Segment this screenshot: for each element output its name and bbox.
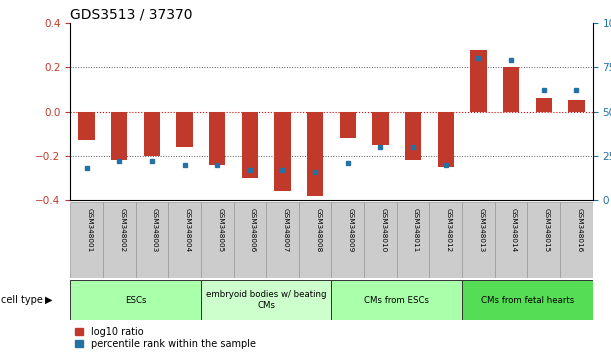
Text: ▶: ▶ — [45, 295, 52, 305]
Text: GSM348011: GSM348011 — [413, 208, 419, 252]
Text: GSM348001: GSM348001 — [87, 208, 93, 252]
Bar — [70, 280, 201, 320]
Bar — [535, 98, 552, 112]
Bar — [209, 112, 225, 165]
Bar — [470, 50, 486, 112]
Bar — [266, 202, 299, 278]
Text: GSM348009: GSM348009 — [348, 208, 354, 252]
Bar — [397, 202, 430, 278]
Bar — [78, 112, 95, 140]
Bar — [233, 202, 266, 278]
Text: cell type: cell type — [1, 295, 43, 305]
Text: GSM348004: GSM348004 — [185, 208, 191, 252]
Text: GSM348005: GSM348005 — [217, 208, 223, 252]
Bar — [527, 202, 560, 278]
Bar — [372, 112, 389, 145]
Bar — [430, 202, 462, 278]
Bar — [201, 280, 331, 320]
Text: GSM348010: GSM348010 — [381, 208, 386, 252]
Text: GSM348008: GSM348008 — [315, 208, 321, 252]
Bar — [462, 202, 495, 278]
Bar — [437, 112, 454, 167]
Bar — [201, 202, 233, 278]
Bar — [136, 202, 168, 278]
Text: GSM348015: GSM348015 — [544, 208, 550, 252]
Text: GSM348006: GSM348006 — [250, 208, 256, 252]
Bar — [274, 112, 291, 191]
Bar — [405, 112, 421, 160]
Bar — [144, 112, 160, 156]
Bar — [70, 202, 103, 278]
Text: GSM348012: GSM348012 — [446, 208, 452, 252]
Bar — [503, 67, 519, 112]
Bar — [340, 112, 356, 138]
Text: GSM348014: GSM348014 — [511, 208, 517, 252]
Bar — [177, 112, 192, 147]
Bar — [168, 202, 201, 278]
Legend: log10 ratio, percentile rank within the sample: log10 ratio, percentile rank within the … — [75, 327, 255, 349]
Bar — [103, 202, 136, 278]
Text: CMs from ESCs: CMs from ESCs — [364, 296, 430, 304]
Bar — [560, 202, 593, 278]
Text: ESCs: ESCs — [125, 296, 146, 304]
Text: GSM348007: GSM348007 — [282, 208, 288, 252]
Text: embryoid bodies w/ beating
CMs: embryoid bodies w/ beating CMs — [206, 290, 326, 310]
Text: GSM348016: GSM348016 — [576, 208, 582, 252]
Text: GSM348013: GSM348013 — [478, 208, 485, 252]
Bar — [242, 112, 258, 178]
Bar — [495, 202, 527, 278]
Text: GDS3513 / 37370: GDS3513 / 37370 — [70, 8, 192, 22]
Text: GSM348002: GSM348002 — [119, 208, 125, 252]
Bar — [568, 101, 585, 112]
Bar — [331, 202, 364, 278]
Text: CMs from fetal hearts: CMs from fetal hearts — [481, 296, 574, 304]
Text: GSM348003: GSM348003 — [152, 208, 158, 252]
Bar — [331, 280, 462, 320]
Bar — [299, 202, 331, 278]
Bar — [111, 112, 128, 160]
Bar — [364, 202, 397, 278]
Bar — [307, 112, 323, 195]
Bar — [462, 280, 593, 320]
